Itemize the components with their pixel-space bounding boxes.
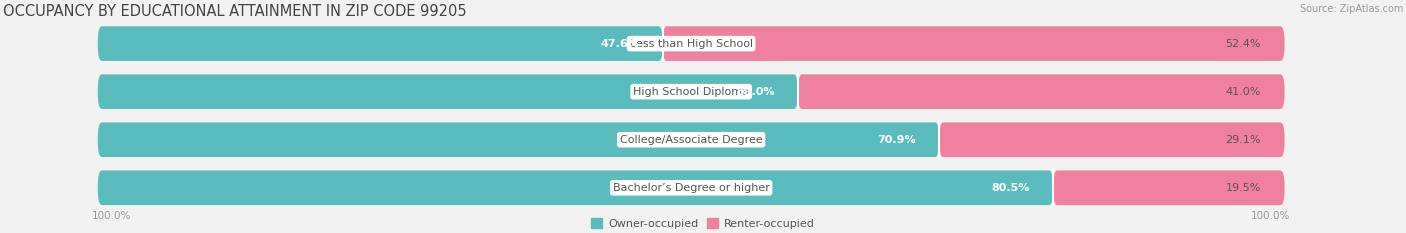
Text: 47.6%: 47.6% <box>600 39 638 49</box>
Text: 80.5%: 80.5% <box>991 183 1029 193</box>
Text: College/Associate Degree: College/Associate Degree <box>620 135 762 145</box>
FancyBboxPatch shape <box>98 122 939 157</box>
FancyBboxPatch shape <box>98 74 799 109</box>
FancyBboxPatch shape <box>939 122 1285 157</box>
Text: 70.9%: 70.9% <box>877 135 915 145</box>
Text: Less than High School: Less than High School <box>630 39 752 49</box>
Text: 100.0%: 100.0% <box>91 211 131 221</box>
Text: Bachelor’s Degree or higher: Bachelor’s Degree or higher <box>613 183 769 193</box>
Text: 59.0%: 59.0% <box>735 87 775 97</box>
Legend: Owner-occupied, Renter-occupied: Owner-occupied, Renter-occupied <box>586 214 820 233</box>
Text: OCCUPANCY BY EDUCATIONAL ATTAINMENT IN ZIP CODE 99205: OCCUPANCY BY EDUCATIONAL ATTAINMENT IN Z… <box>3 4 467 19</box>
Text: Source: ZipAtlas.com: Source: ZipAtlas.com <box>1301 4 1403 14</box>
Text: 41.0%: 41.0% <box>1226 87 1261 97</box>
FancyBboxPatch shape <box>98 74 1285 109</box>
Text: 19.5%: 19.5% <box>1226 183 1261 193</box>
Text: 52.4%: 52.4% <box>1225 39 1261 49</box>
FancyBboxPatch shape <box>1053 171 1285 205</box>
FancyBboxPatch shape <box>799 74 1285 109</box>
FancyBboxPatch shape <box>98 122 1285 157</box>
FancyBboxPatch shape <box>98 26 662 61</box>
FancyBboxPatch shape <box>98 171 1285 205</box>
FancyBboxPatch shape <box>662 26 1285 61</box>
Text: 29.1%: 29.1% <box>1225 135 1261 145</box>
FancyBboxPatch shape <box>98 26 1285 61</box>
FancyBboxPatch shape <box>98 171 1053 205</box>
Text: High School Diploma: High School Diploma <box>633 87 749 97</box>
Text: 100.0%: 100.0% <box>1251 211 1291 221</box>
